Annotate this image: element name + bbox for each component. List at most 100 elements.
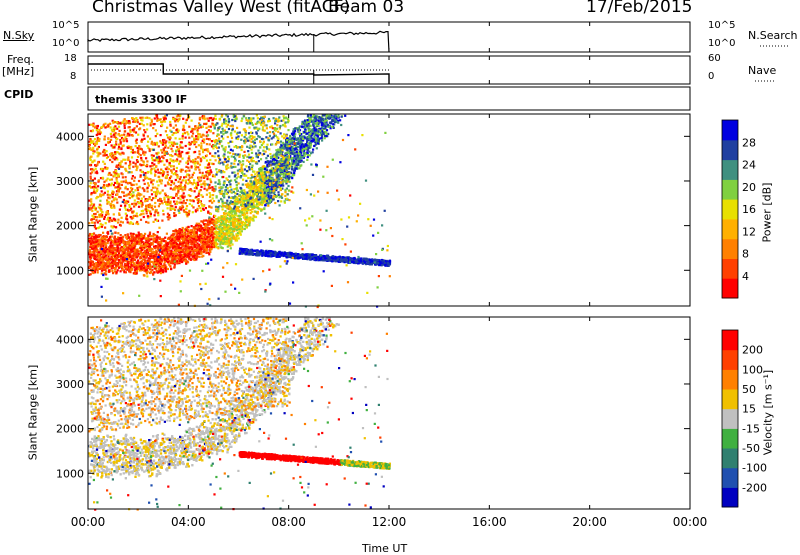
- power-cell: [276, 124, 278, 126]
- power-cell: [187, 244, 189, 246]
- power-cell: [309, 137, 311, 139]
- power-cell: [171, 165, 173, 167]
- power-cell: [247, 202, 249, 204]
- power-cell: [173, 127, 175, 129]
- power-cell: [89, 252, 91, 254]
- power-cell: [280, 200, 282, 202]
- power-cell: [154, 247, 156, 249]
- power-cell: [305, 144, 307, 146]
- power-cell: [122, 173, 124, 175]
- power-cell: [222, 240, 224, 242]
- power-cell: [113, 184, 115, 186]
- power-cell: [242, 224, 244, 226]
- power-cell: [126, 256, 128, 258]
- power-cell: [274, 202, 276, 204]
- power-cell: [153, 233, 155, 235]
- power-cell: [211, 246, 213, 248]
- power-cell: [107, 190, 109, 192]
- power-cell: [175, 124, 177, 126]
- power-cell: [90, 178, 92, 180]
- power-cell: [321, 124, 323, 126]
- power-cell: [223, 180, 225, 182]
- power-cell: [193, 226, 195, 228]
- power-cell: [312, 124, 314, 126]
- power-cell: [303, 127, 305, 129]
- power-cell: [109, 236, 111, 238]
- power-cell: [138, 237, 140, 239]
- power-cell: [140, 245, 142, 247]
- power-cell: [224, 232, 226, 234]
- power-cell: [279, 125, 281, 127]
- power-cell: [144, 131, 146, 133]
- power-cell: [228, 230, 230, 232]
- power-cell: [215, 218, 217, 220]
- power-cell: [283, 166, 285, 168]
- power-cell: [152, 187, 154, 189]
- power-cell: [211, 226, 213, 228]
- power-cell: [163, 249, 165, 251]
- power-cell: [332, 120, 334, 122]
- power-cell: [236, 226, 238, 228]
- power-cell: [151, 189, 153, 191]
- power-cell: [159, 245, 161, 247]
- power-cell: [174, 153, 176, 155]
- power-cell: [134, 250, 136, 252]
- power-cell: [98, 251, 100, 253]
- power-cell: [293, 164, 295, 166]
- power-cell: [149, 267, 151, 269]
- power-cell: [173, 238, 175, 240]
- power-cell: [94, 138, 96, 140]
- power-cell: [90, 198, 92, 200]
- power-cell: [203, 220, 205, 222]
- power-cell: [179, 115, 181, 117]
- power-cell: [124, 263, 126, 265]
- power-cell: [168, 237, 170, 239]
- cpid-panel-frame: [88, 87, 690, 110]
- power-cell: [231, 137, 233, 139]
- power-cell: [215, 239, 217, 241]
- power-cell: [173, 242, 175, 244]
- power-cell: [95, 245, 97, 247]
- power-cell: [121, 266, 123, 268]
- power-cell: [227, 246, 229, 248]
- power-cell: [105, 222, 107, 224]
- power-cell: [209, 152, 211, 154]
- power-cell: [173, 168, 175, 170]
- power-cell: [226, 243, 228, 245]
- power-cell: [128, 270, 130, 272]
- power-cell: [249, 163, 251, 165]
- power-cell: [143, 267, 145, 269]
- power-cell: [284, 200, 286, 202]
- power-cell: [138, 180, 140, 182]
- power-cell: [106, 258, 108, 260]
- power-cell: [315, 119, 317, 121]
- power-cell: [125, 268, 127, 270]
- power-cell: [275, 118, 277, 120]
- power-cell: [202, 172, 204, 174]
- power-cell: [99, 239, 101, 241]
- power-cell: [164, 261, 166, 263]
- power-cell: [193, 231, 195, 233]
- power-cell: [264, 185, 266, 187]
- power-cell: [246, 146, 248, 148]
- power-cell: [259, 175, 261, 177]
- power-cell: [143, 216, 145, 218]
- power-cell: [212, 147, 214, 149]
- power-cell: [191, 225, 193, 227]
- power-cell: [163, 139, 165, 141]
- power-cell: [214, 231, 216, 233]
- power-cell: [283, 175, 285, 177]
- power-cell: [273, 117, 275, 119]
- power-cell: [238, 210, 240, 212]
- power-cell: [115, 247, 117, 249]
- power-cell: [138, 233, 140, 235]
- power-cell: [316, 122, 318, 124]
- power-cell: [192, 174, 194, 176]
- power-cell: [170, 268, 172, 270]
- power-cell: [250, 209, 252, 211]
- power-cell: [188, 237, 190, 239]
- power-cell: [229, 238, 231, 240]
- power-cell: [163, 240, 165, 242]
- power-cell: [116, 128, 118, 130]
- power-cell: [92, 152, 94, 154]
